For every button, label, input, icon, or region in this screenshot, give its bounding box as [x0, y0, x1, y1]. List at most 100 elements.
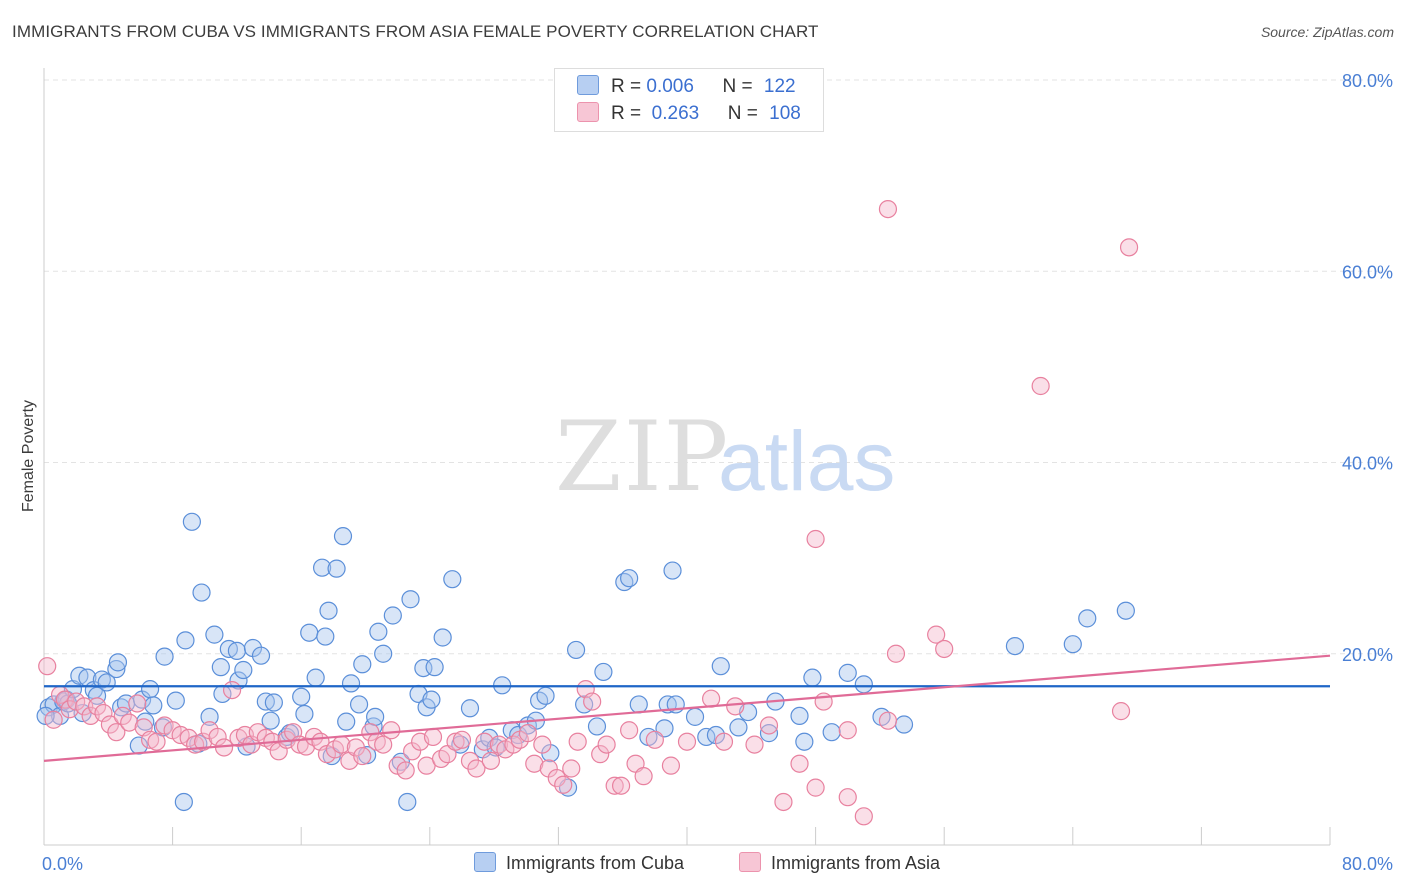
- data-point-cuba: [306, 668, 325, 687]
- data-point-cuba: [425, 658, 444, 677]
- data-point-cuba: [374, 644, 393, 663]
- data-point-asia: [113, 706, 132, 726]
- data-point-asia: [562, 759, 581, 778]
- data-point-cuba: [349, 695, 369, 714]
- data-point-asia: [55, 690, 74, 709]
- data-point-asia: [702, 689, 721, 708]
- data-point-asia: [353, 746, 372, 766]
- data-point-cuba: [803, 668, 822, 687]
- data-point-asia: [661, 756, 681, 775]
- data-point-cuba: [234, 660, 253, 680]
- data-point-cuba: [838, 663, 857, 682]
- legend-row-cuba: R = 0.006 N = 122: [577, 75, 796, 99]
- data-point-cuba: [383, 606, 402, 625]
- grid-lines: [44, 79, 1392, 655]
- data-point-asia: [128, 694, 147, 713]
- data-point-asia: [452, 730, 472, 749]
- data-point-cuba: [140, 680, 160, 699]
- data-point-asia: [1031, 376, 1050, 396]
- data-point-asia: [714, 732, 734, 751]
- data-point-asia: [1119, 238, 1139, 257]
- data-point-asia: [446, 732, 465, 751]
- data-point-cuba: [319, 601, 338, 620]
- data-point-asia: [374, 735, 393, 754]
- data-point-cuba: [316, 627, 335, 646]
- data-point-cuba: [107, 659, 126, 679]
- data-point-cuba: [401, 590, 420, 609]
- data-point-asia: [583, 692, 602, 711]
- data-point-cuba: [108, 653, 128, 672]
- data-point-cuba: [211, 658, 230, 677]
- data-point-cuba: [790, 706, 809, 726]
- data-point-asia: [597, 735, 616, 754]
- data-point-asia: [645, 730, 664, 749]
- watermark-atlas: atlas: [718, 414, 895, 508]
- data-point-asia: [854, 807, 873, 826]
- data-point-cuba: [1078, 609, 1097, 628]
- legend-label-cuba: Immigrants from Cuba: [506, 853, 685, 873]
- data-point-asia: [518, 724, 537, 743]
- data-point-cuba: [251, 646, 271, 665]
- data-point-cuba: [205, 625, 224, 644]
- data-point-cuba: [92, 670, 111, 689]
- data-point-asia: [790, 754, 809, 773]
- axes: [43, 68, 1331, 846]
- data-point-cuba: [229, 671, 248, 690]
- data-point-cuba: [729, 718, 748, 737]
- data-point-asia: [554, 775, 573, 794]
- data-point-asia: [222, 680, 242, 700]
- data-point-asia: [533, 735, 552, 754]
- data-point-cuba: [1116, 601, 1135, 620]
- data-point-asia: [38, 657, 57, 676]
- data-point-cuba: [433, 628, 452, 647]
- data-point-cuba: [192, 583, 211, 602]
- legend-item-asia: Immigrants from Asia: [739, 852, 940, 874]
- legend-label-asia: Immigrants from Asia: [771, 853, 941, 873]
- data-point-cuba: [369, 622, 388, 641]
- data-point-cuba: [1063, 635, 1082, 654]
- data-point-cuba: [894, 715, 914, 734]
- watermark-zip: ZIP: [555, 401, 730, 513]
- data-point-asia: [140, 730, 160, 749]
- data-point-asia: [806, 778, 825, 797]
- data-point-asia: [878, 711, 898, 730]
- legend-n-label: N =: [727, 103, 758, 124]
- data-point-asia: [759, 716, 779, 735]
- data-point-asia: [605, 776, 624, 795]
- tick-labels: 20.0% 40.0% 60.0% 80.0% 0.0% 80.0%: [42, 71, 1393, 874]
- x-tick-label: 0.0%: [42, 854, 83, 874]
- data-point-asia: [634, 767, 653, 786]
- data-point-asia: [611, 776, 631, 795]
- legend-n-value: 122: [763, 76, 796, 97]
- data-point-asia: [886, 644, 906, 663]
- data-point-cuba: [1005, 636, 1025, 656]
- data-point-asia: [481, 751, 500, 770]
- data-point-asia: [525, 754, 544, 773]
- data-point-cuba: [854, 675, 873, 694]
- legend-item-cuba: Immigrants from Cuba: [474, 852, 684, 874]
- legend-swatch-cuba: [474, 852, 496, 872]
- data-point-asia: [620, 721, 639, 740]
- data-point-asia: [94, 703, 113, 723]
- data-point-asia: [591, 745, 610, 764]
- data-point-asia: [87, 697, 107, 716]
- legend-row-asia: R = 0.263 N = 108: [577, 102, 801, 126]
- data-point-cuba: [174, 792, 193, 812]
- data-point-cuba: [663, 561, 682, 580]
- legend-r-value: 0.006: [646, 76, 694, 97]
- data-point-cuba: [341, 674, 361, 693]
- data-point-cuba: [536, 686, 555, 705]
- data-point-asia: [194, 732, 213, 751]
- data-point-cuba: [155, 647, 174, 666]
- y-axis-label: Female Poverty: [20, 400, 37, 512]
- data-point-cuba: [822, 723, 841, 742]
- data-point-asia: [396, 761, 415, 780]
- legend-r-value: 0.263: [646, 103, 700, 124]
- trend-lines: [43, 654, 1331, 762]
- data-point-cuba: [166, 691, 185, 710]
- data-point-cuba: [685, 707, 705, 726]
- data-point-asia: [1111, 702, 1131, 721]
- stats-legend: R = 0.006 N = 122 R = 0.263 N = 108: [554, 68, 824, 132]
- data-point-asia: [361, 723, 380, 742]
